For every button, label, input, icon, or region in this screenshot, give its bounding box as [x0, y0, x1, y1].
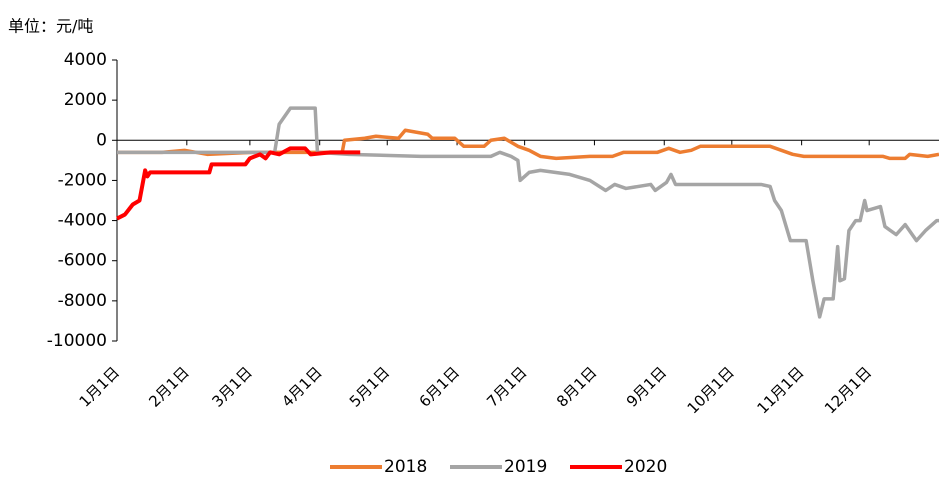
y-tick-label: 2000 — [64, 90, 107, 110]
x-tick-label: 6月1日 — [416, 363, 463, 410]
y-tick-label: -2000 — [58, 170, 107, 190]
x-tick-label: 1月1日 — [76, 363, 123, 410]
x-tick-label: 8月1日 — [553, 363, 600, 410]
x-tick-label: 10月1日 — [684, 363, 738, 417]
legend-label: 2019 — [504, 457, 547, 477]
x-tick-label: 12月1日 — [821, 363, 875, 417]
x-tick-label: 9月1日 — [623, 363, 670, 410]
x-tick-label: 5月1日 — [346, 363, 393, 410]
x-tick-label: 11月1日 — [753, 363, 807, 417]
series-line — [117, 106, 939, 319]
legend-label: 2018 — [384, 457, 427, 477]
series-line — [116, 146, 361, 221]
x-tick-label: 3月1日 — [208, 363, 255, 410]
y-tick-label: 4000 — [64, 50, 107, 70]
y-tick-label: 0 — [96, 130, 107, 150]
unit-label: 单位：元/吨 — [8, 17, 93, 36]
legend-label: 2020 — [624, 457, 667, 477]
y-tick-label: -4000 — [58, 211, 107, 231]
x-tick-label: 7月1日 — [483, 363, 530, 410]
x-tick-label: 4月1日 — [278, 363, 325, 410]
y-tick-label: -6000 — [58, 251, 107, 271]
x-tick-label: 2月1日 — [145, 363, 192, 410]
y-tick-label: -8000 — [58, 291, 107, 311]
series-line — [117, 128, 939, 161]
y-tick-label: -10000 — [47, 331, 107, 351]
